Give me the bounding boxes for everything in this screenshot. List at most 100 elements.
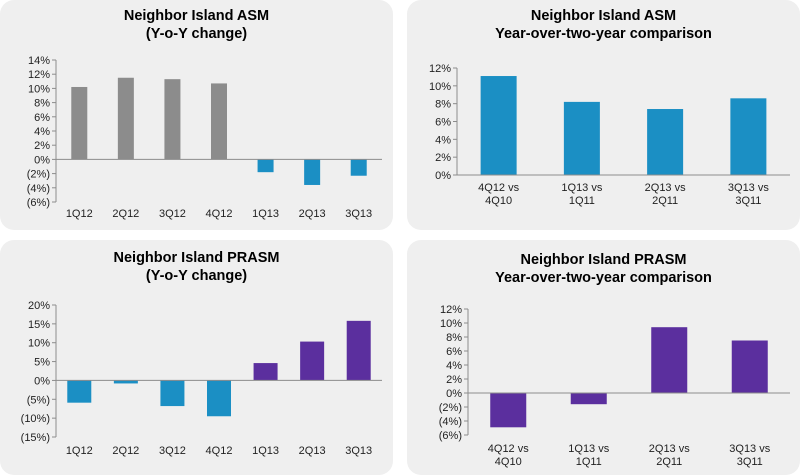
x-tick-label: 3Q11 [737,456,763,468]
x-tick-label: 3Q13 vs [729,443,770,455]
x-tick-label: 2Q12 [112,445,139,457]
y-tick-label: (2%) [439,402,462,414]
bar [570,393,607,405]
y-tick-label: (15%) [21,432,50,444]
y-tick-label: 5% [34,357,50,369]
y-tick-label: 10% [28,338,50,350]
y-tick-label: 2% [34,140,50,152]
y-tick-label: 0% [34,375,50,387]
y-tick-label: 15% [28,319,50,331]
y-tick-label: 4% [34,126,50,138]
y-tick-label: 8% [34,98,50,110]
chart-prasm-yo2y: Neighbor Island PRASM Year-over-two-year … [439,252,790,468]
chart-prasm-yoy: Neighbor Island PRASM (Y-o-Y change) 20% 15… [21,250,382,457]
y-tick-label: 8% [446,332,462,344]
x-tick-label: 3Q11 [735,195,761,207]
bar [350,159,367,176]
chart-subtitle: (Y-o-Y change) [146,268,247,284]
chart-panel-prasm-yo2y: Neighbor Island PRASM Year-over-two-year … [407,240,800,475]
bar [730,98,767,175]
x-tick-label: 1Q13 [252,445,279,457]
y-tick-label: 2% [435,152,451,164]
x-tick-label: 4Q12 vs [478,182,519,194]
y-tick-label: (10%) [21,413,50,425]
bar [71,86,88,160]
bar [117,77,134,160]
x-tick-label: 4Q12 vs [488,443,529,455]
chart-title: Neighbor Island ASM [124,8,269,24]
y-tick-label: (4%) [439,416,462,428]
chart-panel-asm-yo2y: Neighbor Island ASM Year-over-two-year co… [407,0,800,230]
y-tick-label: 10% [440,318,462,330]
x-tick-label: 1Q13 vs [561,182,602,194]
x-tick-label: 3Q13 [345,208,372,220]
bar [346,320,371,381]
bar [160,380,185,407]
x-tick-label: 1Q11 [569,195,595,207]
y-tick-label: 12% [429,63,451,75]
x-tick-label: 1Q11 [576,456,602,468]
bar [563,101,600,175]
y-tick-label: 12% [440,304,462,316]
bar [304,159,321,185]
y-tick-label: 20% [28,300,50,312]
x-tick-label: 4Q12 [206,445,233,457]
y-tick-label: 10% [28,83,50,95]
x-tick-label: 3Q13 [345,445,372,457]
x-tick-label: 3Q13 vs [728,182,769,194]
x-tick-label: 2Q13 [299,208,326,220]
y-tick-label: 2% [446,374,462,386]
y-tick-label: 12% [28,69,50,81]
chart-panel-asm-yoy: Neighbor Island ASM (Y-o-Y change) 14% 12% 1… [0,0,393,230]
y-tick-label: 0% [34,154,50,166]
x-tick-label: 1Q13 [252,208,279,220]
bar [164,79,181,160]
bar [480,76,517,175]
x-tick-label: 4Q10 [495,456,522,468]
x-tick-label: 1Q12 [66,445,93,457]
x-tick-label: 2Q13 vs [645,182,686,194]
y-tick-label: (2%) [27,169,50,181]
y-tick-label: 0% [435,170,451,182]
bar [651,327,688,393]
x-tick-label: 1Q12 [66,208,93,220]
chart-asm-yoy: Neighbor Island ASM (Y-o-Y change) 14% 12% 1… [27,8,382,220]
x-tick-label: 2Q13 [299,445,326,457]
y-tick-label: (5%) [27,394,50,406]
chart-title: Neighbor Island ASM [531,8,676,24]
bar [211,83,227,160]
bar [300,341,325,381]
y-tick-label: 0% [446,388,462,400]
y-tick-label: 14% [28,55,50,67]
x-tick-label: 3Q12 [159,208,186,220]
y-tick-label: 6% [34,112,50,124]
y-tick-label: (6%) [27,197,50,209]
bar [257,159,274,173]
chart-subtitle: (Y-o-Y change) [146,26,247,42]
y-tick-label: 4% [446,360,462,372]
chart-subtitle: Year-over-two-year comparison [495,26,712,42]
y-tick-label: 4% [435,134,451,146]
x-tick-label: 2Q13 vs [649,443,690,455]
bar [490,393,527,428]
x-tick-label: 2Q11 [652,195,678,207]
y-tick-label: 10% [429,81,451,93]
x-tick-label: 3Q12 [159,445,186,457]
y-tick-label: (4%) [27,183,50,195]
chart-subtitle: Year-over-two-year comparison [495,270,712,286]
bar [67,380,92,403]
x-tick-label: 2Q11 [656,456,682,468]
y-tick-label: 6% [446,346,462,358]
bar [113,380,138,384]
bar [647,109,684,175]
chart-asm-yo2y: Neighbor Island ASM Year-over-two-year co… [429,8,790,207]
chart-title: Neighbor Island PRASM [521,252,687,268]
bar [731,340,768,393]
x-tick-label: 2Q12 [112,208,139,220]
bar [253,363,278,381]
y-tick-label: 8% [435,99,451,111]
x-tick-label: 4Q12 [206,208,233,220]
y-tick-label: (6%) [439,430,462,442]
x-tick-label: 1Q13 vs [568,443,609,455]
x-tick-label: 4Q10 [485,195,512,207]
